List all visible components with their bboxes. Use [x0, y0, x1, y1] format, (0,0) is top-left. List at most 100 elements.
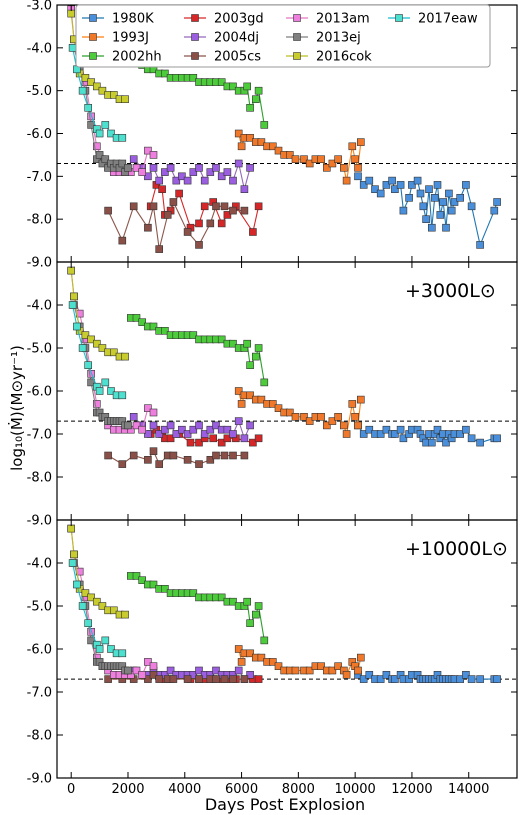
data-point — [195, 241, 203, 249]
data-point — [101, 155, 110, 163]
data-point — [493, 675, 501, 683]
data-point — [268, 142, 277, 151]
data-point — [200, 430, 209, 438]
data-point — [78, 86, 87, 95]
data-point — [447, 206, 456, 215]
series-2004dj — [129, 155, 254, 193]
data-point — [257, 653, 266, 662]
data-point — [356, 138, 365, 146]
legend-marker — [293, 14, 301, 22]
data-point — [189, 425, 198, 434]
data-point — [149, 408, 158, 417]
data-point — [223, 211, 232, 219]
legend-label: 2013am — [316, 12, 370, 27]
data-point — [439, 198, 448, 206]
legend-marker — [191, 33, 199, 41]
data-point — [101, 378, 110, 387]
data-point — [243, 339, 251, 348]
legend-marker — [191, 52, 199, 60]
data-point — [217, 335, 226, 344]
data-point — [98, 602, 107, 610]
y-tick-label: -6.0 — [27, 127, 52, 142]
data-point — [405, 194, 413, 202]
legend-box — [75, 4, 491, 68]
data-point — [155, 245, 163, 253]
data-point — [149, 151, 158, 159]
data-point — [240, 185, 249, 193]
data-point — [138, 318, 146, 327]
legend-label: 2016cok — [316, 50, 372, 65]
data-point — [260, 378, 269, 387]
data-point — [70, 292, 78, 301]
data-point — [95, 387, 104, 395]
data-point — [456, 194, 465, 202]
data-point — [391, 430, 399, 438]
series-2017eaw — [68, 43, 127, 142]
y-tick-label: -4.0 — [27, 299, 52, 314]
data-point — [493, 198, 501, 206]
series-1980K — [354, 172, 501, 249]
data-point — [149, 580, 158, 589]
data-point — [425, 185, 433, 193]
data-point — [81, 331, 90, 339]
series-1980K — [354, 670, 501, 683]
data-point — [161, 69, 169, 78]
data-point — [110, 348, 118, 357]
data-point — [274, 146, 283, 155]
data-point — [356, 653, 365, 662]
data-point — [129, 412, 138, 421]
y-tick-label: -3.0 — [27, 0, 52, 14]
data-point — [456, 675, 465, 683]
data-point — [291, 412, 300, 421]
data-point — [87, 335, 95, 344]
data-point — [300, 155, 308, 163]
data-point — [342, 430, 351, 438]
data-point — [73, 322, 81, 331]
data-point — [87, 593, 95, 602]
data-point — [382, 425, 391, 434]
data-point — [78, 344, 87, 352]
data-point — [246, 391, 254, 400]
data-point — [144, 658, 152, 666]
x-tick-label: 8000 — [282, 782, 315, 797]
data-point — [229, 597, 237, 606]
data-point — [161, 168, 169, 176]
data-point — [243, 82, 251, 91]
legend-item: 2016cok — [286, 50, 372, 65]
data-point — [359, 181, 368, 189]
data-point — [144, 430, 152, 438]
data-point — [149, 670, 158, 679]
data-point — [129, 155, 138, 163]
data-point — [416, 189, 425, 198]
data-point — [342, 176, 351, 185]
data-point — [317, 412, 325, 421]
data-point — [163, 211, 172, 219]
legend-marker — [89, 33, 97, 41]
data-point — [445, 189, 453, 198]
y-tick-label: -5.0 — [27, 84, 52, 99]
legend-marker — [191, 14, 199, 22]
x-tick-label: 2000 — [111, 782, 144, 797]
data-point — [93, 339, 101, 348]
series-2017eaw — [68, 301, 127, 400]
data-point — [268, 400, 277, 408]
data-point — [430, 194, 439, 202]
data-point — [166, 666, 175, 675]
data-point — [237, 400, 246, 408]
data-point — [95, 151, 104, 159]
legend-item: 1993J — [82, 31, 149, 46]
data-point — [149, 662, 158, 671]
legend-item: 2013ej — [286, 31, 361, 46]
legend-item: 2017eaw — [388, 12, 478, 27]
data-point — [118, 236, 127, 245]
data-point — [189, 589, 198, 597]
data-point — [183, 430, 192, 438]
series-2002hh — [127, 314, 269, 387]
data-point — [254, 675, 263, 683]
data-point — [217, 172, 226, 181]
data-point — [246, 134, 254, 142]
data-point — [291, 155, 300, 163]
data-point — [408, 181, 416, 189]
data-point — [104, 451, 112, 460]
data-point — [246, 619, 254, 628]
